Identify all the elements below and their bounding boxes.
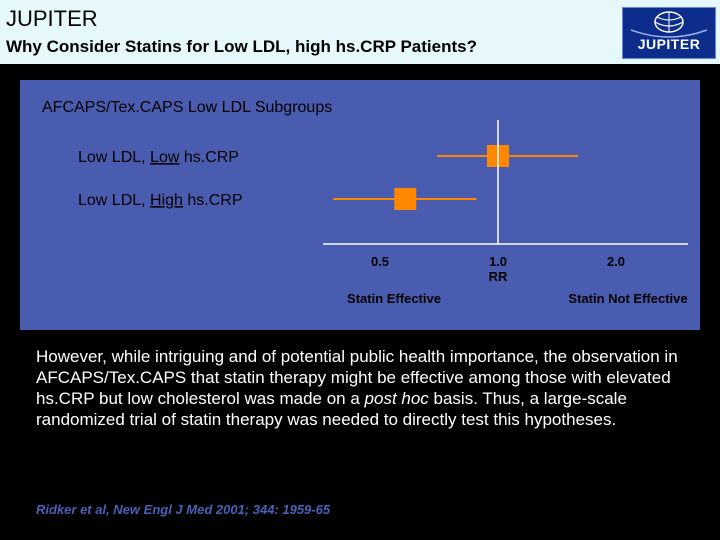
row-label: Low LDL, Low hs.CRP: [78, 149, 239, 166]
body-text-italic: post hoc: [364, 389, 429, 408]
jupiter-logo: JUPITER: [622, 7, 716, 59]
body-paragraph: However, while intriguing and of potenti…: [36, 346, 696, 430]
globe-icon: [630, 11, 708, 38]
slide-title: JUPITER: [6, 6, 98, 31]
citation: Ridker et al, New Engl J Med 2001; 344: …: [36, 502, 331, 517]
row-label: Low LDL, High hs.CRP: [78, 192, 243, 209]
annotation-statin-not-effective: Statin Not Effective: [568, 291, 687, 306]
forest-plot: AFCAPS/Tex.CAPS Low LDL Subgroups Low LD…: [42, 99, 688, 306]
body-text-part-2: basis. Thus, a large-scale randomized tr…: [36, 389, 627, 429]
logo-text: JUPITER: [637, 36, 701, 52]
x-tick-label: 0.5: [371, 254, 389, 269]
slide-subtitle: Why Consider Statins for Low LDL, high h…: [6, 37, 477, 56]
point-estimate-marker: [394, 188, 417, 210]
x-tick-label: 2.0: [607, 254, 625, 269]
chart-title: AFCAPS/Tex.CAPS Low LDL Subgroups: [42, 99, 332, 116]
x-tick-label: 1.0: [489, 254, 507, 269]
forest-plot-panel: AFCAPS/Tex.CAPS Low LDL Subgroups Low LD…: [20, 80, 700, 330]
annotation-statin-effective: Statin Effective: [347, 291, 441, 306]
body-text-part-1: However, while intriguing and of potenti…: [36, 347, 678, 408]
x-axis-label: RR: [489, 269, 508, 284]
header-bar: JUPITER Why Consider Statins for Low LDL…: [0, 0, 720, 64]
